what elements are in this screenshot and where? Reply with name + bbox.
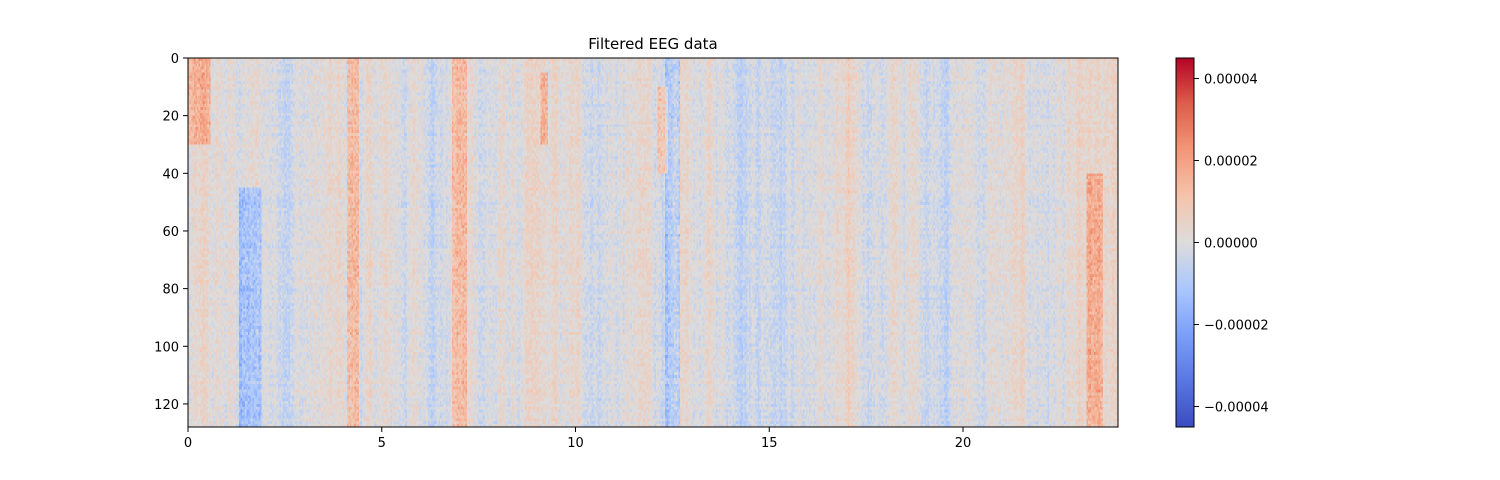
colorbar-tick-label: 0.00004 bbox=[1204, 73, 1258, 88]
x-tick-label: 20 bbox=[955, 436, 972, 451]
y-tick-label: 120 bbox=[154, 398, 179, 413]
x-tick-label: 0 bbox=[184, 436, 192, 451]
heatmap-frame bbox=[187, 57, 1119, 428]
y-tick-label: 60 bbox=[162, 225, 179, 240]
colorbar bbox=[1175, 57, 1195, 428]
y-tick-label: 100 bbox=[154, 340, 179, 355]
y-axis: 0 20 40 60 80 100 120 bbox=[154, 52, 188, 413]
heatmap-raster bbox=[188, 58, 1118, 427]
colorbar-tick-label: −0.00002 bbox=[1204, 319, 1269, 334]
colorbar-tick-label: 0.00002 bbox=[1204, 155, 1258, 170]
heatmap-image bbox=[188, 58, 1118, 427]
x-axis: 0 5 10 15 20 bbox=[184, 427, 971, 451]
x-tick-label: 15 bbox=[761, 436, 778, 451]
y-tick-label: 40 bbox=[162, 167, 179, 182]
chart-title: Filtered EEG data bbox=[588, 35, 717, 53]
y-tick-label: 0 bbox=[171, 52, 179, 67]
colorbar-axis: 0.00004 0.00002 0.00000 −0.00002 −0.00004 bbox=[1194, 73, 1269, 416]
colorbar-tick-label: 0.00000 bbox=[1204, 237, 1258, 252]
y-tick-label: 20 bbox=[162, 110, 179, 125]
x-tick-label: 5 bbox=[378, 436, 386, 451]
colorbar-tick-label: −0.00004 bbox=[1204, 401, 1269, 416]
y-tick-label: 80 bbox=[162, 283, 179, 298]
x-tick-label: 10 bbox=[567, 436, 584, 451]
